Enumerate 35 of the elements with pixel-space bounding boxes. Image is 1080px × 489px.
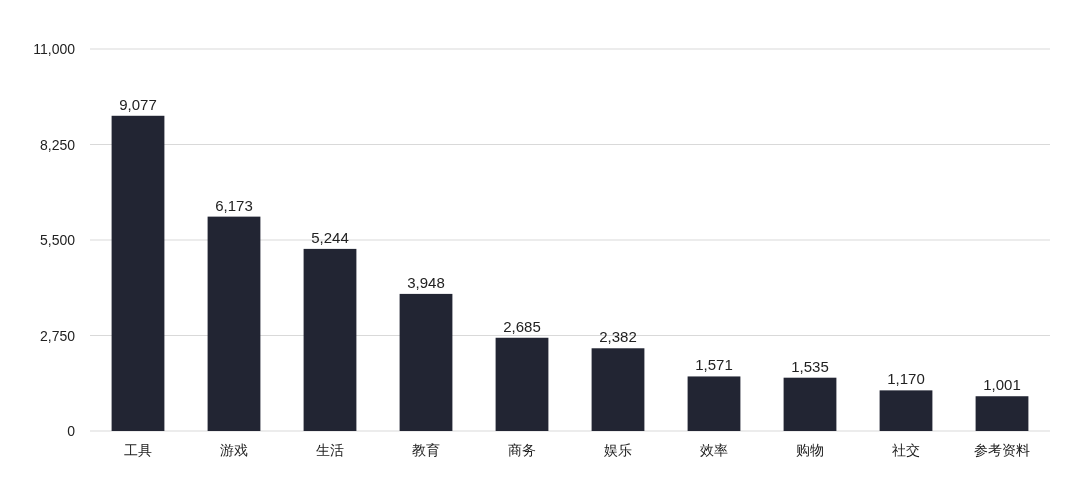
data-label: 2,382 [599,328,637,346]
x-tick-label: 社交 [892,442,920,458]
data-label: 1,535 [791,357,829,375]
y-tick-label: 0 [67,423,76,439]
data-label: 1,001 [983,376,1021,394]
bar [783,377,837,431]
x-tick-label: 参考资料 [974,442,1030,458]
y-tick-label: 2,750 [39,327,76,344]
data-label: 9,077 [119,95,157,113]
data-label: 1,571 [695,356,733,374]
bar [303,248,357,431]
x-tick-label: 娱乐 [604,442,632,458]
x-tick-label: 效率 [700,442,728,458]
bar [207,216,261,431]
bar [687,376,741,431]
data-label: 1,170 [887,370,925,388]
x-tick-label: 工具 [124,442,152,458]
x-tick-label: 游戏 [220,442,248,458]
bar [495,337,549,431]
x-tick-label: 商务 [508,442,536,458]
y-tick-label: 5,500 [39,232,76,248]
x-tick-label: 购物 [796,442,824,458]
data-label: 3,948 [407,273,445,291]
bar [111,115,165,431]
data-label: 5,244 [311,228,349,246]
bar [975,396,1029,431]
data-label: 6,173 [215,196,253,214]
y-tick-label: 8,250 [39,136,76,153]
x-tick-label: 教育 [412,442,440,458]
bar [591,348,645,431]
data-label: 2,685 [503,317,541,335]
x-tick-label: 生活 [316,442,344,458]
y-tick-label: 11,000 [33,41,76,57]
bar [879,390,933,431]
bar [399,293,453,431]
